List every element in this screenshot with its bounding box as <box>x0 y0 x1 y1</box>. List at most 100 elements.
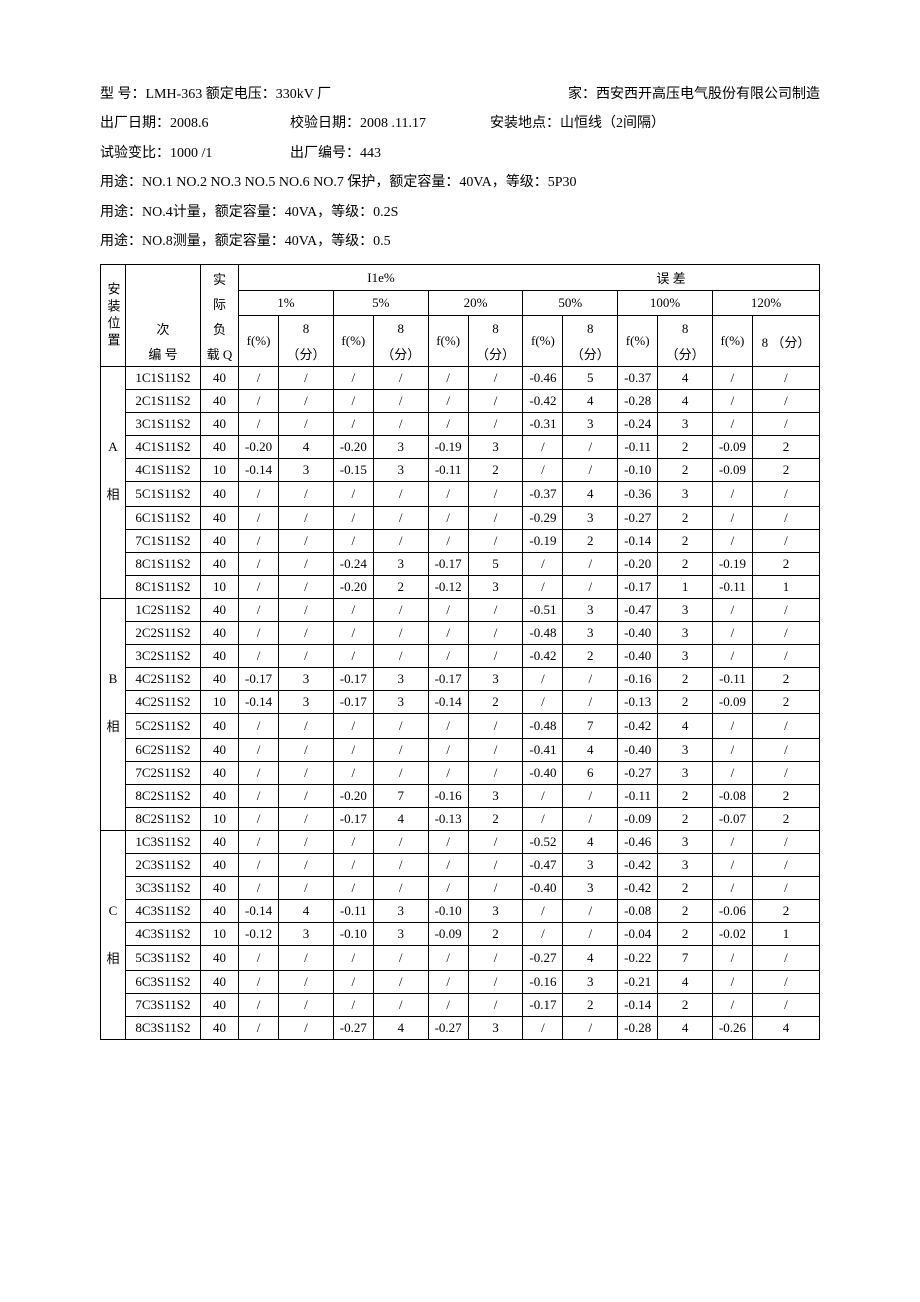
value-cell: / <box>428 621 468 644</box>
value-cell: / <box>563 1016 618 1039</box>
serial-cell: 1C1S11S2 <box>126 366 201 389</box>
value-cell: / <box>428 529 468 552</box>
load-cell: 40 <box>200 366 238 389</box>
load-cell: 40 <box>200 481 238 506</box>
value-cell: -0.24 <box>618 412 658 435</box>
table-row: 6C1S11S240//////-0.293-0.272// <box>101 506 820 529</box>
phase-sublabel: 相 <box>101 945 126 970</box>
value-cell: 2 <box>468 922 523 945</box>
value-cell: / <box>523 690 563 713</box>
value-cell: -0.21 <box>618 970 658 993</box>
table-row: A4C1S11S240-0.204-0.203-0.193//-0.112-0.… <box>101 435 820 458</box>
pct-120: 120% <box>712 291 819 316</box>
value-cell: / <box>752 993 819 1016</box>
value-cell: / <box>239 598 279 621</box>
value-cell: / <box>563 575 618 598</box>
value-cell: -0.42 <box>523 644 563 667</box>
pct-5: 5% <box>333 291 428 316</box>
value-cell: -0.17 <box>239 667 279 690</box>
value-cell: / <box>333 713 373 738</box>
value-cell: / <box>333 506 373 529</box>
value-cell: / <box>563 458 618 481</box>
serial-cell: 2C3S11S2 <box>126 853 201 876</box>
value-cell: -0.40 <box>523 761 563 784</box>
value-cell: / <box>333 389 373 412</box>
value-cell: / <box>712 853 752 876</box>
value-cell: / <box>468 366 523 389</box>
value-cell: 3 <box>279 690 334 713</box>
value-cell: / <box>712 366 752 389</box>
value-cell: -0.12 <box>239 922 279 945</box>
load-cell: 40 <box>200 830 238 853</box>
col-load-2: 际 <box>200 291 238 316</box>
table-head: 安装位置 实 I1e% 误 差 际 1% 5% 20% 50% 100% 120… <box>101 265 820 367</box>
pct-1: 1% <box>239 291 334 316</box>
value-cell: -0.11 <box>428 458 468 481</box>
value-cell: -0.14 <box>239 458 279 481</box>
value-cell: -0.19 <box>712 552 752 575</box>
serial-cell: 6C3S11S2 <box>126 970 201 993</box>
load-cell: 10 <box>200 575 238 598</box>
value-cell: 7 <box>563 713 618 738</box>
table-row: 2C2S11S240//////-0.483-0.403// <box>101 621 820 644</box>
value-cell: / <box>752 481 819 506</box>
value-cell: 3 <box>563 853 618 876</box>
value-cell: -0.42 <box>618 876 658 899</box>
value-cell: / <box>752 713 819 738</box>
value-cell: / <box>373 876 428 899</box>
load-cell: 40 <box>200 667 238 690</box>
value-cell: 4 <box>563 738 618 761</box>
value-cell: 4 <box>658 970 713 993</box>
value-cell: 4 <box>563 945 618 970</box>
load-cell: 40 <box>200 899 238 922</box>
table-row: 8C2S11S240//-0.207-0.163//-0.112-0.082 <box>101 784 820 807</box>
header-line2-c: 安装地点：山恒线（2间隔） <box>490 109 665 138</box>
value-cell: -0.27 <box>428 1016 468 1039</box>
value-cell: 4 <box>373 807 428 830</box>
value-cell: 3 <box>563 598 618 621</box>
value-cell: 3 <box>468 899 523 922</box>
value-cell: -0.17 <box>333 690 373 713</box>
value-cell: 2 <box>658 993 713 1016</box>
table-row: 4C1S11S210-0.143-0.153-0.112//-0.102-0.0… <box>101 458 820 481</box>
value-cell: -0.17 <box>333 667 373 690</box>
serial-cell: 6C2S11S2 <box>126 738 201 761</box>
value-cell: / <box>428 644 468 667</box>
value-cell: / <box>752 761 819 784</box>
phase-cell-gap <box>101 830 126 899</box>
value-cell: / <box>468 644 523 667</box>
value-cell: / <box>239 876 279 899</box>
value-cell: -0.06 <box>712 899 752 922</box>
value-cell: 3 <box>373 899 428 922</box>
serial-cell: 7C3S11S2 <box>126 993 201 1016</box>
value-cell: / <box>279 506 334 529</box>
value-cell: -0.46 <box>523 366 563 389</box>
value-cell: 3 <box>373 435 428 458</box>
value-cell: / <box>712 945 752 970</box>
table-row: 8C3S11S240//-0.274-0.273//-0.284-0.264 <box>101 1016 820 1039</box>
serial-cell: 4C1S11S2 <box>126 435 201 458</box>
value-cell: -0.42 <box>618 713 658 738</box>
value-cell: 2 <box>563 993 618 1016</box>
value-cell: -0.28 <box>618 389 658 412</box>
value-cell: -0.40 <box>618 644 658 667</box>
value-cell: -0.11 <box>618 435 658 458</box>
value-cell: 2 <box>563 644 618 667</box>
value-cell: 3 <box>373 458 428 481</box>
value-cell: / <box>239 389 279 412</box>
load-cell: 40 <box>200 713 238 738</box>
value-cell: -0.47 <box>618 598 658 621</box>
col-serial-2: 编 号 <box>126 341 201 367</box>
value-cell: / <box>279 412 334 435</box>
value-cell: 1 <box>658 575 713 598</box>
sub-8: 8 <box>563 316 618 341</box>
value-cell: -0.15 <box>333 458 373 481</box>
value-cell: / <box>428 945 468 970</box>
value-cell: / <box>563 667 618 690</box>
value-cell: / <box>563 899 618 922</box>
table-row: 相5C2S11S240//////-0.487-0.424// <box>101 713 820 738</box>
serial-cell: 4C2S11S2 <box>126 690 201 713</box>
value-cell: / <box>239 552 279 575</box>
value-cell: / <box>239 713 279 738</box>
value-cell: -0.27 <box>523 945 563 970</box>
